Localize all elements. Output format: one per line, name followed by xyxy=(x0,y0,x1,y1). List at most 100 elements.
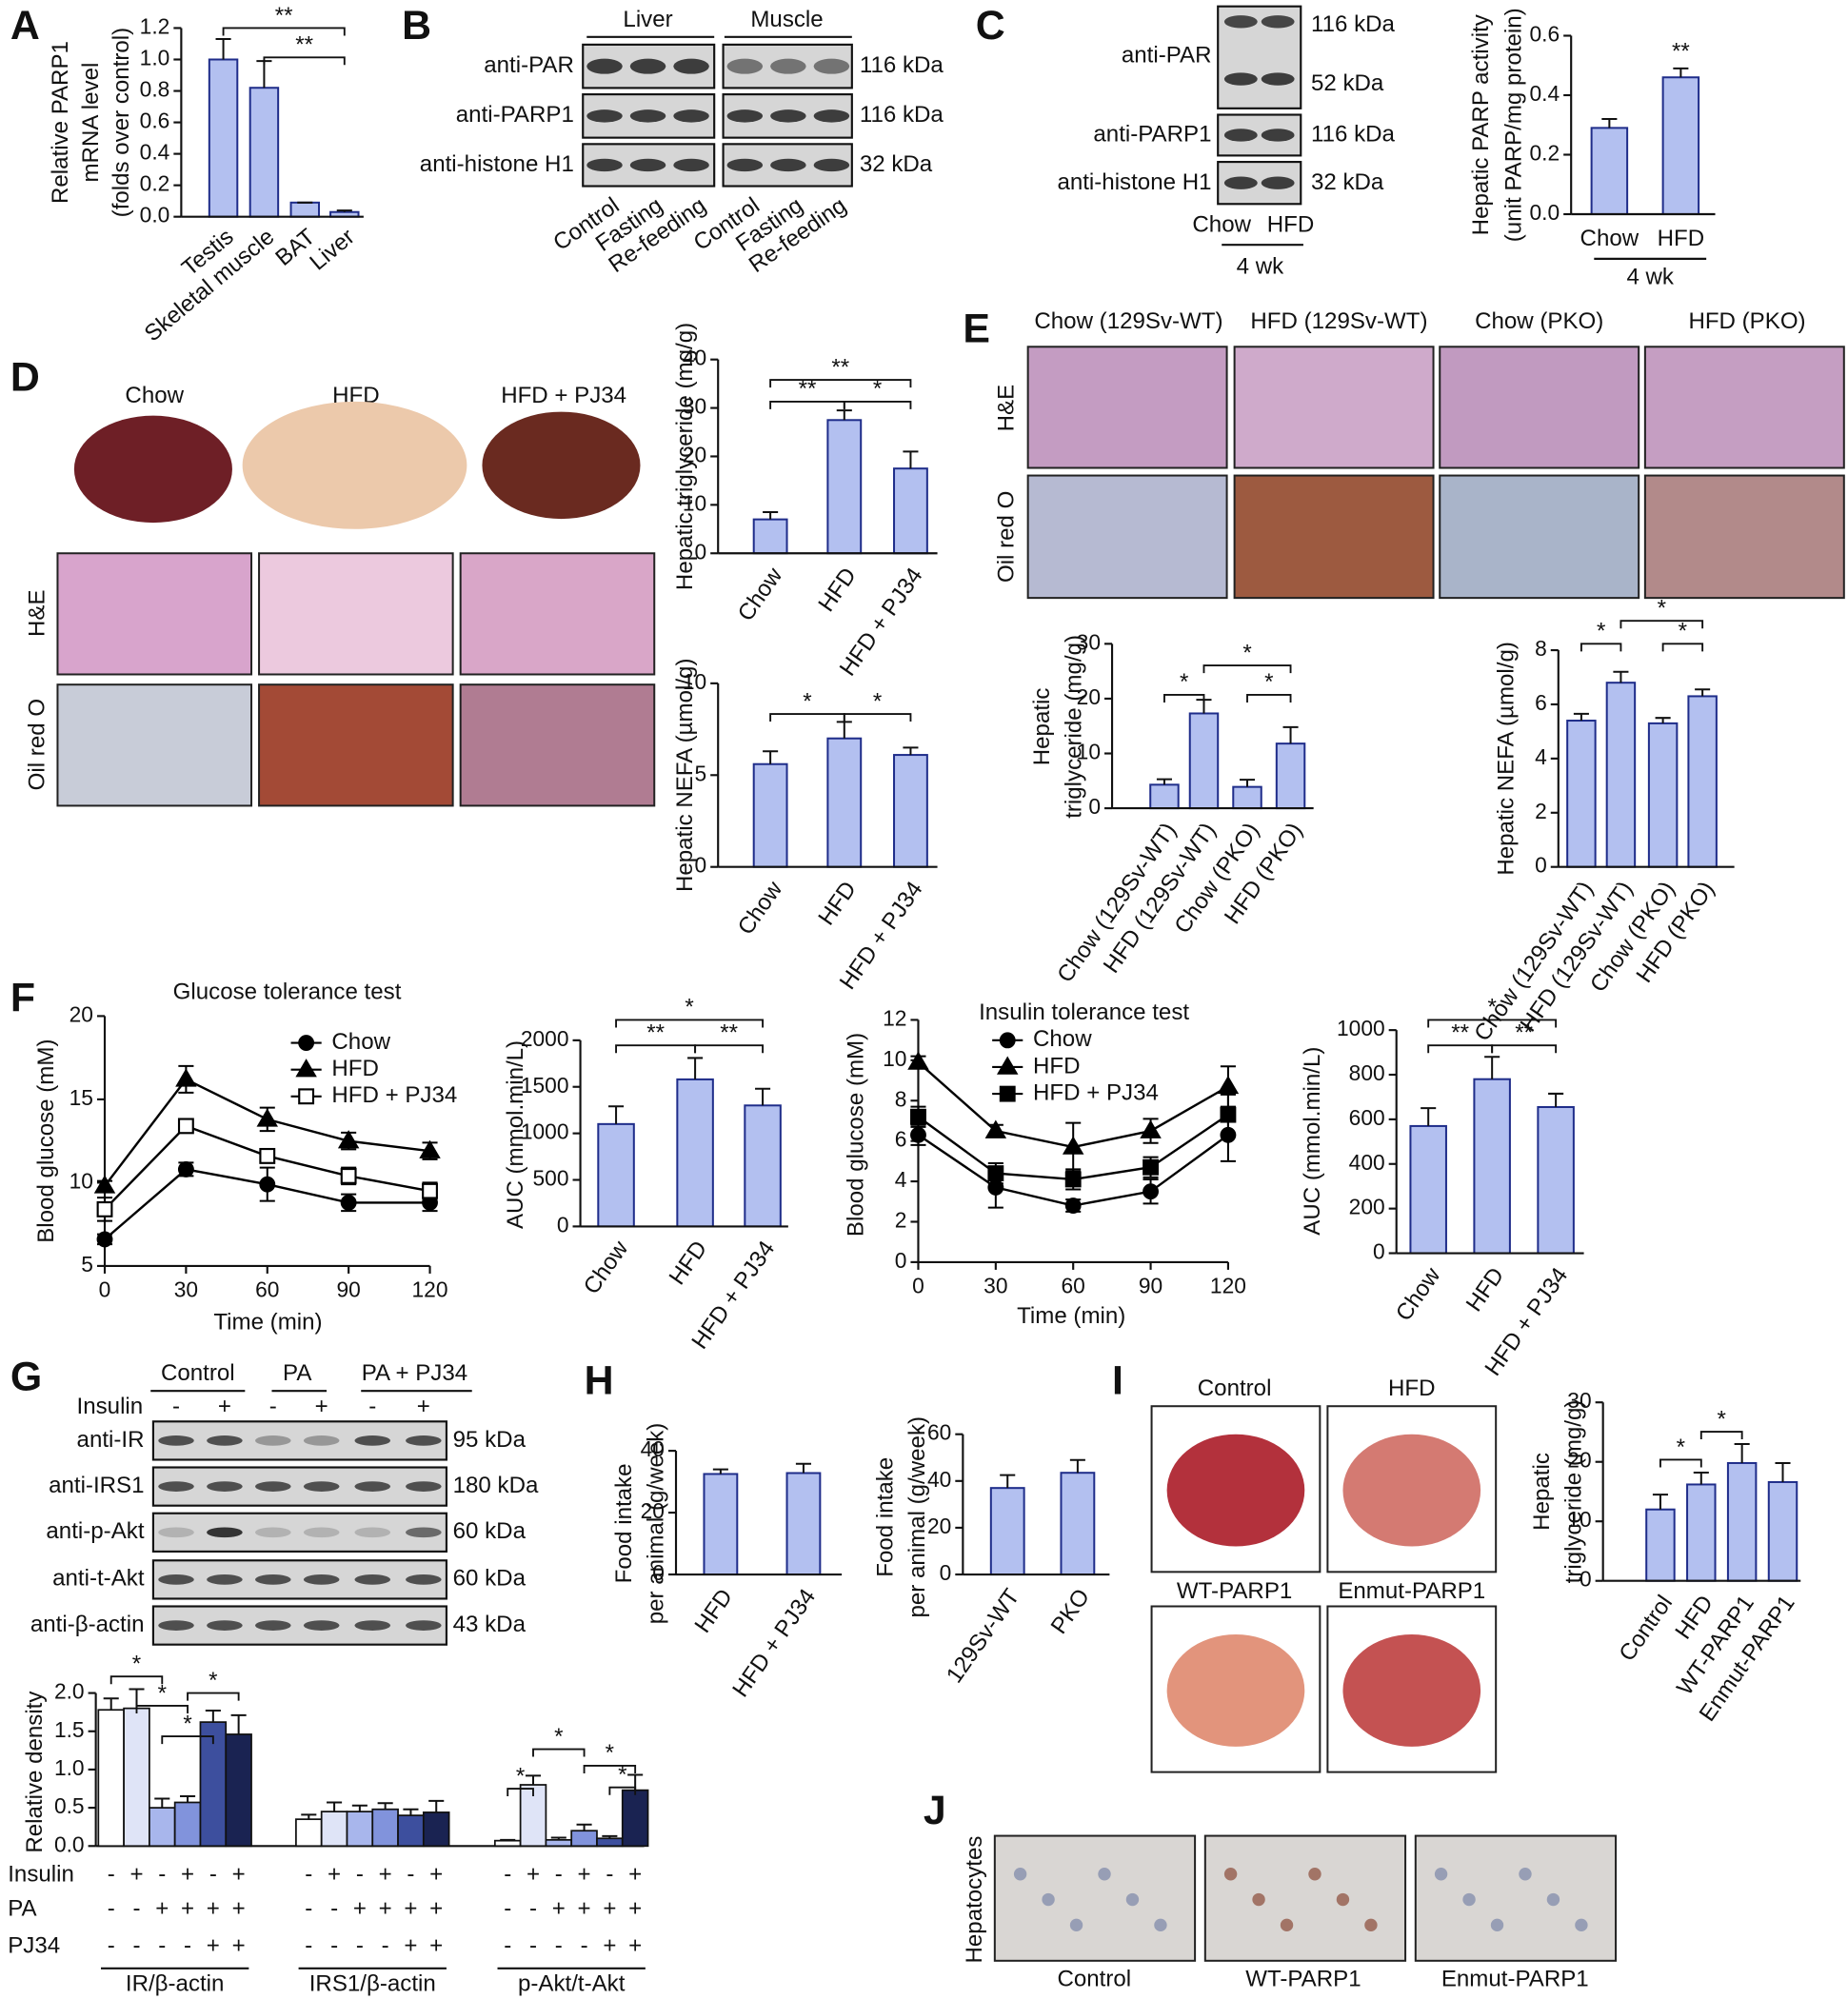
significance-bracket xyxy=(1580,643,1622,652)
cell xyxy=(1434,1868,1448,1881)
bar xyxy=(1188,712,1220,810)
label: + xyxy=(155,1896,169,1922)
tissue-image xyxy=(1643,474,1845,600)
bar xyxy=(826,419,863,555)
blot-band xyxy=(586,109,623,123)
label: + xyxy=(628,1896,642,1922)
label: anti-histone H1 xyxy=(1057,169,1211,195)
bar xyxy=(752,518,788,555)
blot-band xyxy=(158,1435,194,1446)
error-bar xyxy=(1734,1442,1750,1463)
significance-label: * xyxy=(516,1763,525,1789)
marker xyxy=(1064,1197,1082,1214)
y-tick-label: 0 xyxy=(694,539,706,564)
blot-band xyxy=(1223,176,1258,189)
blot-band xyxy=(629,158,666,172)
significance-bracket xyxy=(615,1044,697,1054)
cell xyxy=(1462,1892,1476,1907)
blot-band xyxy=(673,58,709,74)
legend-label: HFD + PJ34 xyxy=(331,1082,457,1108)
y-tick-label: 200 xyxy=(1349,1195,1385,1219)
blot-band xyxy=(813,109,850,123)
bar xyxy=(1687,695,1718,868)
bar xyxy=(289,201,321,218)
bar xyxy=(545,1838,573,1848)
significance-bracket xyxy=(1202,664,1292,674)
label: + xyxy=(603,1896,616,1922)
y-tick-label: 10 xyxy=(683,669,706,694)
marker xyxy=(96,1231,113,1248)
error-bar xyxy=(903,746,919,756)
y-tick-label: 10 xyxy=(883,1046,906,1071)
bar xyxy=(1537,1105,1575,1255)
x-tick-label: HFD xyxy=(1461,1263,1510,1316)
label: - xyxy=(504,1861,511,1887)
label: - xyxy=(269,1394,277,1419)
bar xyxy=(1232,785,1262,810)
x-tick-label: Chow xyxy=(1580,226,1639,251)
blot-band xyxy=(255,1574,291,1585)
x-tick-label: 30 xyxy=(984,1274,1007,1298)
label: - xyxy=(555,1861,563,1887)
label: PA + PJ34 xyxy=(362,1360,467,1386)
y-axis-label: Relative PARP1 xyxy=(48,41,73,204)
panel-letter: D xyxy=(10,354,40,400)
x-tick-label: HFD + PJ34 xyxy=(727,1584,821,1702)
y-tick-label: 20 xyxy=(70,1001,93,1026)
y-tick-label: 10 xyxy=(1077,740,1101,764)
panel-letter: A xyxy=(10,3,40,49)
label: Liver xyxy=(623,7,672,32)
error-bar xyxy=(1601,117,1618,129)
y-tick-label: 0.0 xyxy=(140,203,170,228)
y-tick-label: 30 xyxy=(1567,1388,1591,1413)
tissue-image xyxy=(56,552,253,676)
blot-band xyxy=(726,158,764,172)
bar xyxy=(123,1707,150,1848)
label: - xyxy=(132,1896,140,1922)
error-bar xyxy=(336,209,352,212)
blot-band xyxy=(255,1527,291,1538)
blot xyxy=(151,1512,448,1553)
bar xyxy=(208,58,239,218)
error-bar xyxy=(154,1797,170,1809)
label: + xyxy=(429,1896,443,1922)
marker xyxy=(175,1068,197,1087)
y-tick-label: 12 xyxy=(883,1005,906,1030)
error-bar xyxy=(1239,779,1256,787)
significance-label: * xyxy=(1677,1435,1685,1460)
label: + xyxy=(527,1861,540,1887)
blot-band xyxy=(406,1620,442,1631)
label: HFD (PKO) xyxy=(1688,308,1805,334)
y-tick-label: 0 xyxy=(940,1560,952,1585)
condition-label: PA xyxy=(8,1896,37,1922)
label: anti-IR xyxy=(77,1427,145,1453)
blot-band xyxy=(303,1527,340,1538)
error-bar xyxy=(836,409,852,421)
y-tick-label: 6 xyxy=(895,1127,907,1152)
label: + xyxy=(232,1896,246,1922)
x-tick-label: 0 xyxy=(99,1277,111,1302)
label: 4 wk xyxy=(1626,264,1674,289)
significance-bracket xyxy=(222,27,346,36)
y-axis-label: Relative density xyxy=(22,1692,48,1853)
x-tick-label: 120 xyxy=(1210,1274,1246,1298)
x-tick-label: HFD xyxy=(665,1237,713,1290)
error-bar xyxy=(1282,725,1299,744)
y-tick-label: 0.5 xyxy=(54,1793,85,1818)
significance-bracket xyxy=(1246,693,1292,703)
label: Control xyxy=(161,1360,235,1386)
label: + xyxy=(404,1932,417,1958)
legend-label: Chow xyxy=(331,1029,390,1055)
x-axis-label: Time (min) xyxy=(213,1310,322,1336)
panel-letter: E xyxy=(963,307,990,352)
tissue-image xyxy=(459,683,656,807)
bar xyxy=(320,1811,348,1848)
blot-band xyxy=(770,158,806,172)
label: 116 kDa xyxy=(860,52,944,78)
blot-band xyxy=(354,1435,391,1446)
blot-band xyxy=(158,1481,194,1492)
y-tick-label: 1000 xyxy=(1337,1016,1385,1040)
x-tick-label: 30 xyxy=(174,1277,198,1302)
label: - xyxy=(172,1394,180,1419)
label: 32 kDa xyxy=(1311,169,1384,195)
